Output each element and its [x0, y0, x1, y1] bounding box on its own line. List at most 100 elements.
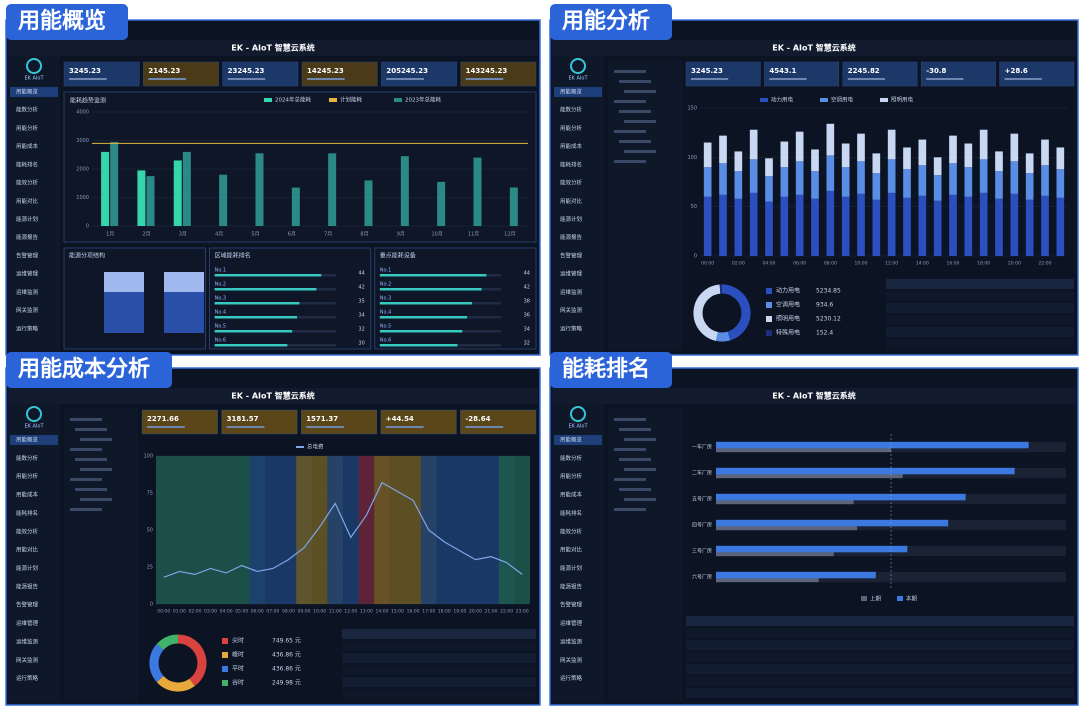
- bar-segment: [749, 129, 758, 160]
- menu-item[interactable]: 运行策略: [16, 324, 39, 332]
- menu-item[interactable]: 运维监测: [560, 637, 583, 645]
- menu-item[interactable]: 用能成本: [560, 142, 583, 150]
- menu-item[interactable]: 能耗排名: [560, 509, 582, 517]
- menu-item[interactable]: 用能成本: [16, 491, 39, 499]
- menu-item[interactable]: 能数分析: [560, 454, 583, 462]
- menu-item[interactable]: 能耗排名: [560, 160, 582, 168]
- rank-value: 32: [524, 341, 530, 347]
- menu-item[interactable]: 运维监测: [16, 637, 39, 645]
- menu-item[interactable]: 能效分析: [16, 527, 39, 535]
- menu-item[interactable]: 运维监测: [560, 288, 583, 296]
- tree-node: [614, 508, 646, 511]
- menu-item[interactable]: 告警管理: [16, 601, 39, 609]
- tab-title: 能耗排名: [562, 356, 650, 382]
- menu-item[interactable]: 用能对比: [16, 197, 39, 205]
- menu-item[interactable]: 用能分析: [16, 472, 39, 480]
- menu-item[interactable]: 能耗排名: [16, 509, 38, 517]
- menu-item[interactable]: 能数分析: [16, 454, 39, 462]
- menu-item[interactable]: 能效分析: [560, 179, 583, 187]
- bar-segment: [995, 198, 1003, 256]
- menu-item[interactable]: 运维管理: [16, 270, 39, 278]
- rank-value: 34: [358, 313, 364, 319]
- menu-item[interactable]: 用能分析: [560, 124, 583, 132]
- rank-label: No.2: [380, 282, 391, 288]
- x-tick-label: 00:00: [157, 609, 170, 615]
- legend-label: 特殊用电: [776, 329, 800, 337]
- menu-item[interactable]: 能源计划: [560, 215, 582, 223]
- menu-item[interactable]: 用能分析: [16, 124, 39, 132]
- bar: [716, 523, 858, 531]
- menu-item[interactable]: 能源计划: [560, 564, 582, 572]
- menu-item[interactable]: 用能概览: [16, 436, 39, 444]
- bar: [328, 153, 337, 226]
- rank-label: No.6: [380, 338, 391, 344]
- menu-item[interactable]: 用能成本: [560, 491, 583, 499]
- menu-item[interactable]: 告警管理: [560, 251, 583, 259]
- tab: [550, 4, 672, 40]
- menu-item[interactable]: 能效分析: [560, 527, 583, 535]
- legend-value: 436.86 元: [272, 652, 301, 659]
- tree-node: [614, 100, 646, 103]
- rank-label: No.5: [215, 324, 226, 330]
- system-title: EK - AIoT 智慧云系统: [772, 391, 855, 401]
- menu-item[interactable]: 能效分析: [16, 179, 39, 187]
- tab: [6, 4, 128, 40]
- menu-item[interactable]: 运行策略: [560, 324, 583, 332]
- rank-label: No.3: [380, 296, 391, 302]
- menu-item[interactable]: 用能概览: [560, 88, 583, 96]
- legend-label: 2024年总能耗: [275, 96, 311, 104]
- menu-item[interactable]: 能耗排名: [16, 160, 38, 168]
- menu-item[interactable]: 网关监测: [16, 306, 39, 314]
- menu-item[interactable]: 能数分析: [16, 106, 39, 114]
- menu-item[interactable]: 能源报告: [16, 582, 39, 590]
- bar-segment: [841, 196, 850, 256]
- menu-item[interactable]: 运维管理: [560, 619, 583, 627]
- table-row: [342, 641, 536, 651]
- menu-item[interactable]: 运行策略: [16, 674, 39, 682]
- menu-item[interactable]: 能数分析: [560, 106, 583, 114]
- menu-item[interactable]: 网关监测: [16, 656, 39, 664]
- menu-item[interactable]: 用能概览: [560, 436, 583, 444]
- menu-item[interactable]: 运维管理: [560, 270, 583, 278]
- kpi-value: 4543.1: [769, 67, 796, 75]
- menu-item[interactable]: 告警管理: [560, 601, 583, 609]
- section-title: 重点能耗设备: [380, 252, 416, 260]
- menu-item[interactable]: 用能分析: [560, 472, 583, 480]
- menu-item[interactable]: 能源计划: [16, 564, 38, 572]
- bar: [146, 176, 155, 226]
- menu-item[interactable]: 用能对比: [560, 197, 583, 205]
- legend-value: 152.4: [816, 330, 833, 337]
- menu-item[interactable]: 用能对比: [16, 546, 39, 554]
- bar: [716, 467, 1015, 475]
- menu-item[interactable]: 用能成本: [16, 142, 39, 150]
- x-tick-label: 14:00: [916, 261, 929, 267]
- menu-item[interactable]: 用能对比: [560, 546, 583, 554]
- sidebar: [8, 56, 60, 353]
- menu-item[interactable]: 运维管理: [16, 619, 39, 627]
- chart-title: 能耗趋势监测: [70, 97, 106, 105]
- tree-node: [70, 448, 102, 451]
- x-tick-label: 09:00: [298, 609, 311, 615]
- rank-value: 38: [524, 299, 530, 305]
- menu-item[interactable]: 能源报告: [16, 233, 39, 241]
- donut-segment: [715, 331, 731, 342]
- menu-item[interactable]: 能源计划: [16, 215, 38, 223]
- menu-item[interactable]: 告警管理: [16, 251, 39, 259]
- table-row: [342, 629, 536, 639]
- legend-swatch: [766, 330, 772, 336]
- legend-label: 动力用电: [776, 287, 800, 295]
- menu-item[interactable]: 运行策略: [560, 674, 583, 682]
- kpi-value: 143245.23: [466, 67, 508, 75]
- x-tick-label: 20:00: [1008, 261, 1021, 267]
- menu-item[interactable]: 网关监测: [560, 306, 583, 314]
- menu-item[interactable]: 网关监测: [560, 656, 583, 664]
- y-tick-label: 0: [150, 602, 153, 608]
- tariff-band: [420, 456, 515, 604]
- menu-item[interactable]: 能源报告: [560, 233, 583, 241]
- menu-item[interactable]: 运维监测: [16, 288, 39, 296]
- kpi-card: [920, 61, 996, 87]
- menu-item[interactable]: 用能概览: [16, 88, 39, 96]
- x-tick-label: 08:00: [282, 609, 295, 615]
- menu-item[interactable]: 能源报告: [560, 582, 583, 590]
- x-tick-label: 10:00: [313, 609, 326, 615]
